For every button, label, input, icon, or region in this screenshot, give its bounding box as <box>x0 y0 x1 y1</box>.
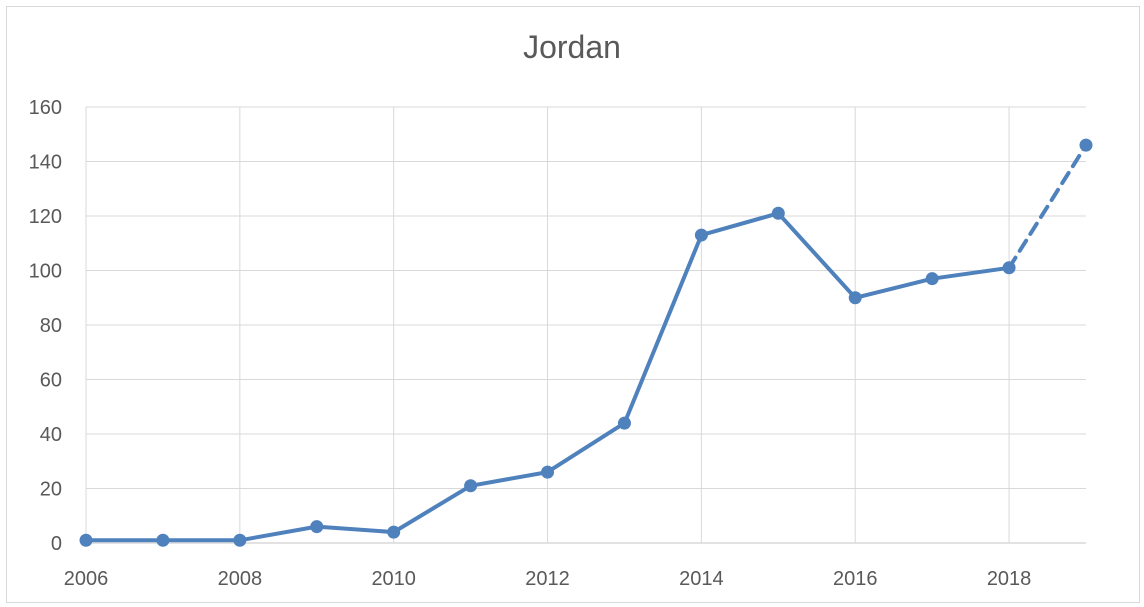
y-tick-label: 60 <box>40 370 62 392</box>
y-tick-label: 120 <box>29 206 62 228</box>
chart-title: Jordan <box>523 29 621 65</box>
data-point <box>1080 139 1093 152</box>
data-point <box>464 479 477 492</box>
data-point <box>310 520 323 533</box>
y-tick-label: 80 <box>40 315 62 337</box>
data-point <box>1003 261 1016 274</box>
data-point <box>695 229 708 242</box>
data-point <box>233 534 246 547</box>
grid-layer <box>86 107 1086 543</box>
data-point <box>156 534 169 547</box>
x-tick-label: 2016 <box>833 568 878 590</box>
series-layer <box>80 139 1093 547</box>
data-point <box>772 207 785 220</box>
data-point <box>926 272 939 285</box>
y-tick-label: 160 <box>29 97 62 119</box>
data-point <box>541 466 554 479</box>
x-tick-label: 2010 <box>371 568 416 590</box>
y-tick-label: 100 <box>29 261 62 283</box>
data-point <box>849 291 862 304</box>
x-tick-label: 2008 <box>218 568 263 590</box>
data-point <box>80 534 93 547</box>
x-tick-label: 2012 <box>525 568 570 590</box>
tick-label-layer: 0 20 40 60 80 100 120 140 160 2006 2008 2010 2012 201… <box>29 97 1032 590</box>
y-tick-label: 140 <box>29 152 62 174</box>
y-tick-label: 20 <box>40 479 62 501</box>
x-tick-label: 2006 <box>64 568 109 590</box>
y-tick-label: 40 <box>40 424 62 446</box>
x-tick-label: 2018 <box>987 568 1032 590</box>
y-tick-label: 0 <box>51 533 62 555</box>
series-line-dashed <box>1009 145 1086 268</box>
data-point <box>618 417 631 430</box>
data-point <box>387 526 400 539</box>
x-tick-label: 2014 <box>679 568 724 590</box>
